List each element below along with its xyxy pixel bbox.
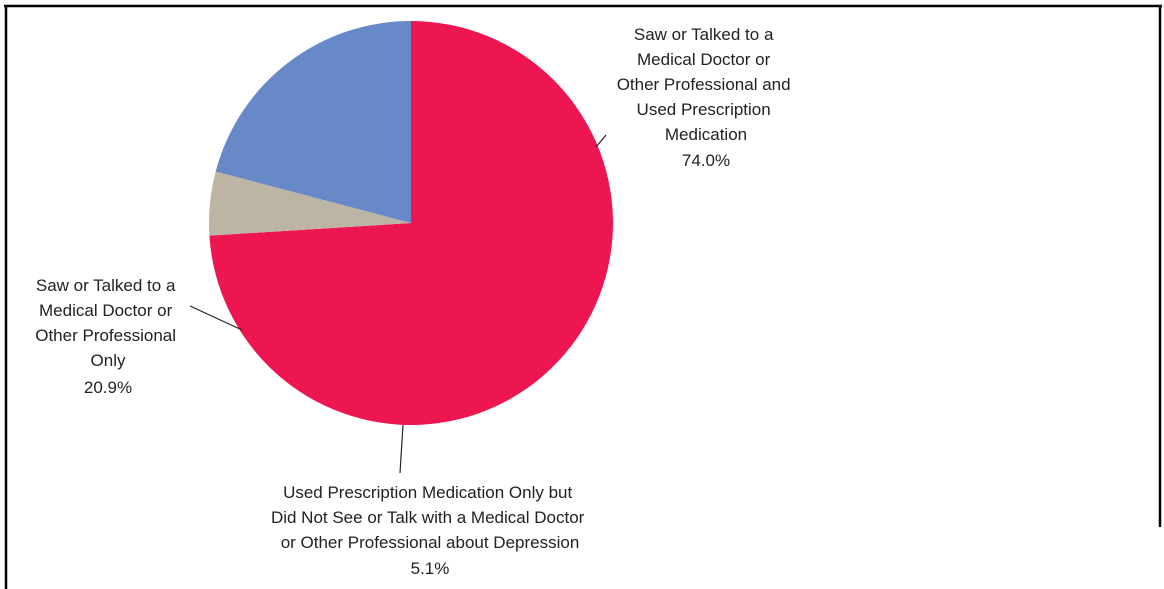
slice-value-label-2: 20.9%	[84, 378, 132, 397]
leader-line-slice-2	[189, 305, 243, 331]
slice-value-label-0: 74.0%	[682, 151, 730, 170]
slice-value-label-1: 5.1%	[411, 559, 450, 578]
slice-label-0: Saw or Talked to a Medical Doctor or Oth…	[617, 25, 796, 144]
leader-line-slice-0	[595, 134, 607, 148]
slice-label-1: Used Prescription Medication Only but Di…	[271, 483, 589, 552]
leader-line-slice-1	[399, 424, 404, 474]
pie-slice-2	[215, 21, 411, 223]
pie-slice-1	[209, 171, 411, 236]
pie-slice-0	[209, 21, 614, 425]
slice-label-2: Saw or Talked to a Medical Doctor or Oth…	[35, 276, 181, 370]
pie-slices	[209, 21, 614, 425]
